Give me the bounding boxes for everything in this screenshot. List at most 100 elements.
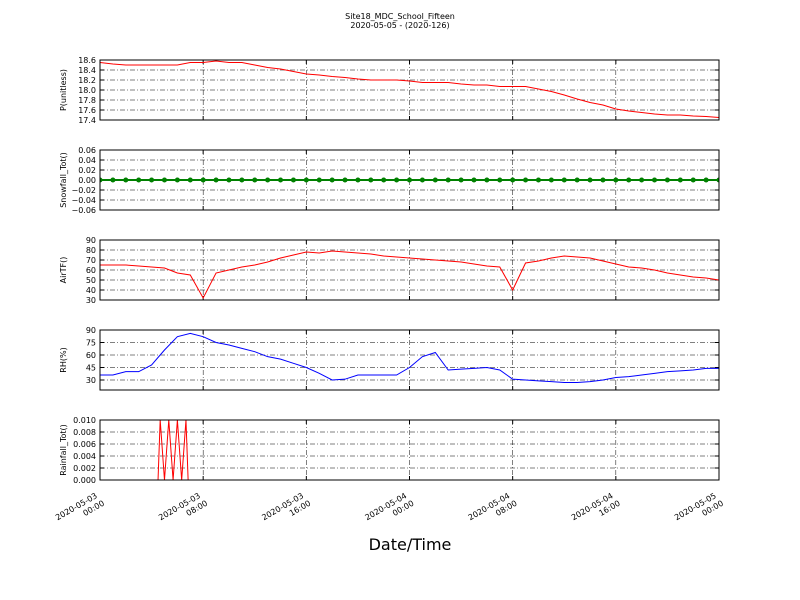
data-point <box>213 177 219 183</box>
data-point <box>703 177 709 183</box>
data-point <box>445 177 451 183</box>
y-tick-label: 0.004 <box>73 452 96 461</box>
data-point <box>690 177 696 183</box>
y-tick-label: 17.4 <box>78 116 96 125</box>
data-point <box>187 177 193 183</box>
x-tick-label: 2020-05-03 00:00 <box>54 490 106 531</box>
y-tick-label: 0.006 <box>73 440 96 449</box>
y-tick-label: 18.2 <box>78 76 96 85</box>
y-axis-label: RH(%) <box>59 347 68 372</box>
data-point <box>290 177 296 183</box>
data-point <box>432 177 438 183</box>
plot-frame <box>99 239 720 301</box>
chart-title: Site18_MDC_School_Fifteen <box>345 12 455 21</box>
y-tick-label: −0.06 <box>71 206 96 215</box>
x-tick-label: 2020-05-03 08:00 <box>157 490 209 531</box>
data-point <box>123 177 129 183</box>
y-tick-label: 60 <box>86 351 96 360</box>
y-tick-label: 75 <box>86 339 96 348</box>
y-tick-label: 40 <box>86 286 96 295</box>
y-tick-label: 0.002 <box>73 464 96 473</box>
chart-subtitle: 2020-05-05 - (2020-126) <box>350 21 449 30</box>
data-point <box>100 177 103 183</box>
y-tick-label: 0.010 <box>73 416 96 425</box>
data-point <box>626 177 632 183</box>
y-axis-label: Snowfall_Tot() <box>59 152 68 208</box>
data-point <box>110 177 116 183</box>
data-line <box>100 420 719 480</box>
plot-frame <box>99 59 720 121</box>
data-point <box>316 177 322 183</box>
data-point <box>600 177 606 183</box>
data-point <box>368 177 374 183</box>
data-line <box>100 332 719 383</box>
data-point <box>226 177 232 183</box>
y-tick-label: 80 <box>86 246 96 255</box>
y-tick-label: 0.04 <box>78 156 96 165</box>
data-point <box>303 177 309 183</box>
data-line <box>100 60 719 118</box>
data-point <box>394 177 400 183</box>
data-point <box>587 177 593 183</box>
data-point <box>239 177 245 183</box>
y-tick-label: 0.00 <box>78 176 96 185</box>
data-point <box>639 177 645 183</box>
y-tick-label: 0.008 <box>73 428 96 437</box>
y-tick-label: 17.6 <box>78 106 96 115</box>
y-tick-label: 17.8 <box>78 96 96 105</box>
x-axis-label: Date/Time <box>369 535 452 554</box>
data-point <box>484 177 490 183</box>
y-tick-label: 0.06 <box>78 146 96 155</box>
data-point <box>458 177 464 183</box>
y-tick-label: 18.6 <box>78 56 96 65</box>
data-point <box>677 177 683 183</box>
data-point <box>342 177 348 183</box>
data-point <box>252 177 258 183</box>
data-point <box>200 177 206 183</box>
y-tick-label: 50 <box>86 276 96 285</box>
x-tick-label: 2020-05-05 00:00 <box>673 490 725 531</box>
plot-frame <box>99 329 720 391</box>
y-tick-label: 18.0 <box>78 86 96 95</box>
y-tick-label: 90 <box>86 236 96 245</box>
y-tick-label: 18.4 <box>78 66 96 75</box>
data-line <box>100 250 719 300</box>
y-tick-label: 30 <box>86 376 96 385</box>
x-tick-label: 2020-05-04 08:00 <box>467 490 519 531</box>
data-point <box>574 177 580 183</box>
data-point <box>329 177 335 183</box>
data-point <box>716 177 719 183</box>
data-point <box>265 177 271 183</box>
data-point <box>535 177 541 183</box>
data-point <box>161 177 167 183</box>
data-point <box>149 177 155 183</box>
y-axis-label: P(unitless) <box>59 69 68 111</box>
data-point <box>548 177 554 183</box>
plot-frame <box>99 149 720 211</box>
y-axis-label: AirTF() <box>59 257 68 284</box>
y-tick-label: 0.02 <box>78 166 96 175</box>
data-point <box>561 177 567 183</box>
data-point <box>381 177 387 183</box>
x-tick-label: 2020-05-04 00:00 <box>364 490 416 531</box>
x-tick-label: 2020-05-04 16:00 <box>570 490 622 531</box>
data-point <box>278 177 284 183</box>
data-point <box>174 177 180 183</box>
data-point <box>497 177 503 183</box>
y-tick-label: 45 <box>86 364 96 373</box>
y-tick-label: −0.04 <box>71 196 96 205</box>
data-point <box>471 177 477 183</box>
data-point <box>419 177 425 183</box>
y-tick-label: 60 <box>86 266 96 275</box>
data-point <box>523 177 529 183</box>
y-tick-label: 70 <box>86 256 96 265</box>
plot-frame <box>99 419 720 481</box>
y-tick-label: 90 <box>86 326 96 335</box>
y-tick-label: 30 <box>86 296 96 305</box>
data-point <box>652 177 658 183</box>
x-tick-label: 2020-05-03 16:00 <box>260 490 312 531</box>
data-point <box>510 177 516 183</box>
y-tick-label: 0.000 <box>73 476 96 485</box>
y-tick-label: −0.02 <box>71 186 96 195</box>
